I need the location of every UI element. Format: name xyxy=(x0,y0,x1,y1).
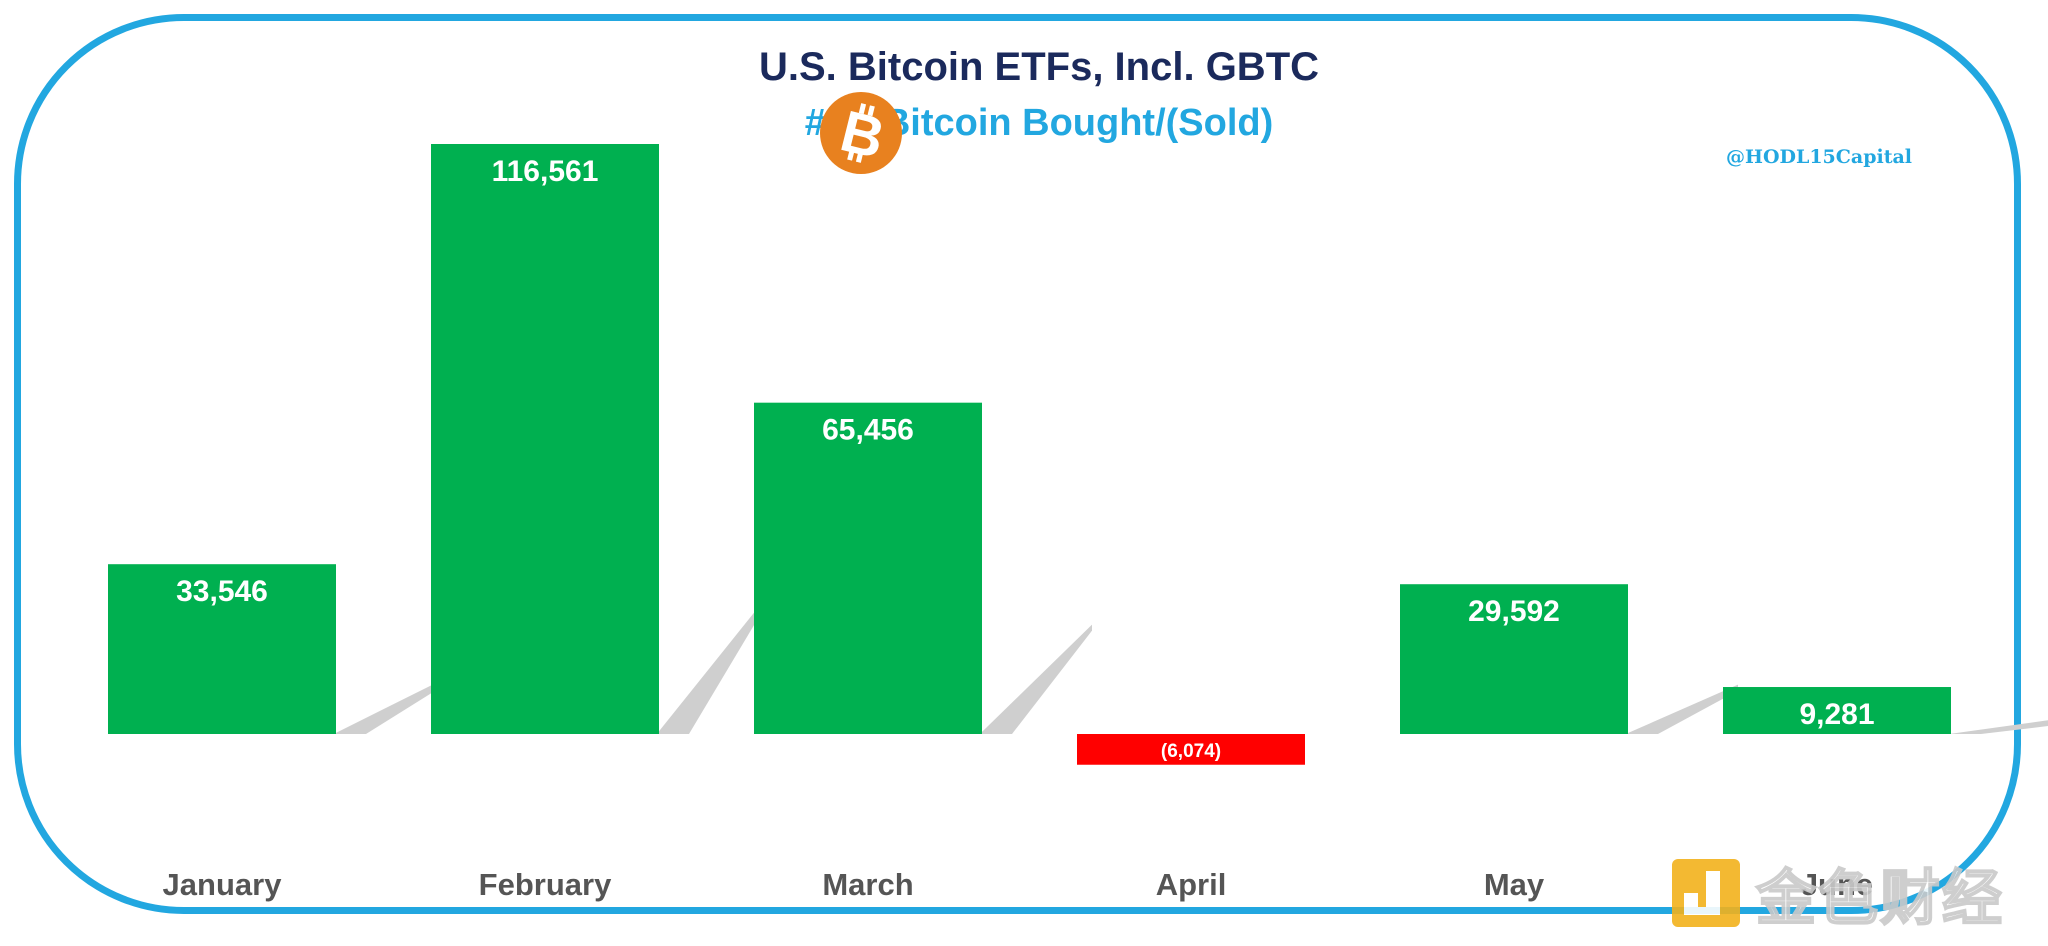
data-label-june: 9,281 xyxy=(1799,698,1874,731)
watermark: 金色财经 xyxy=(1670,858,2004,935)
bitcoin-icon: B xyxy=(820,92,902,174)
bar-april xyxy=(1077,734,1305,765)
data-labels: 33,546 116,561 65,456 (6,074) 29,592 9,281 xyxy=(176,155,1874,762)
data-label-january: 33,546 xyxy=(176,575,268,608)
bar-february xyxy=(431,144,659,734)
data-label-march: 65,456 xyxy=(822,414,914,447)
chart-title: U.S. Bitcoin ETFs, Incl. GBTC xyxy=(758,45,1320,89)
bar-shadow-february xyxy=(659,594,769,734)
category-label-june: June xyxy=(1801,867,1873,902)
bar-may xyxy=(1400,584,1628,734)
bar-shadow-may xyxy=(1628,684,1738,734)
bar-shadow-june xyxy=(1951,720,2048,734)
category-label-february: February xyxy=(479,867,612,902)
bar-shadows xyxy=(336,594,2048,734)
bar-june xyxy=(1723,687,1951,734)
category-labels: January February March April May June xyxy=(163,867,1874,902)
data-label-may: 29,592 xyxy=(1468,595,1560,628)
watermark-text: 金色财经 xyxy=(1755,863,2004,935)
category-label-april: April xyxy=(1156,867,1227,902)
bar-january xyxy=(108,564,336,734)
author-handle: @HODL15Capital xyxy=(1726,146,1913,168)
bar-shadow-march xyxy=(982,624,1092,734)
bar-march xyxy=(754,402,982,734)
watermark-logo-icon xyxy=(1672,859,1740,927)
data-label-april: (6,074) xyxy=(1161,741,1221,762)
category-label-may: May xyxy=(1484,867,1545,902)
data-label-february: 116,561 xyxy=(492,155,599,188)
category-label-march: March xyxy=(822,867,913,902)
bar-shadow-january xyxy=(336,677,446,734)
bars xyxy=(108,144,1951,765)
rounded-border-frame xyxy=(14,14,2021,914)
category-label-january: January xyxy=(163,867,283,902)
